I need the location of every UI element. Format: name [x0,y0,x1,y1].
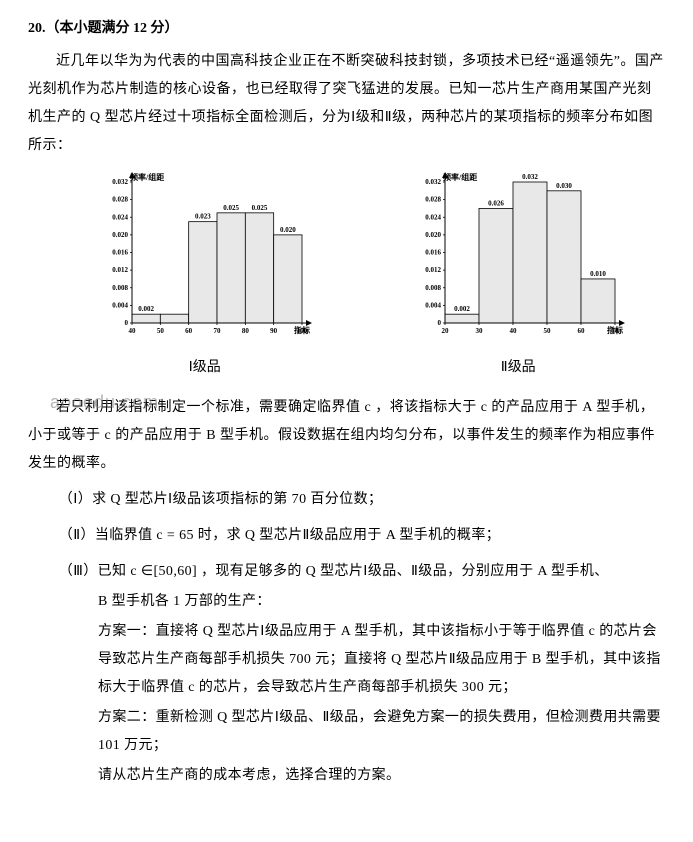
svg-text:指标: 指标 [607,325,623,335]
chart-1-caption: Ⅰ级品 [189,357,221,379]
svg-text:0.024: 0.024 [426,214,442,222]
svg-text:0.025: 0.025 [223,204,239,212]
charts-row: 0.002 0.023 0.025 0.025 0.020 0 0.004 0.008 0.01… [58,168,665,379]
svg-text:0.008: 0.008 [426,284,442,292]
chart-1: 0.002 0.023 0.025 0.025 0.020 0 0.004 0.008 0.01… [90,168,320,343]
svg-text:0.012: 0.012 [426,267,442,275]
chart-2: 0.002 0.026 0.032 0.030 0.010 0 0.004 0.008 0.01… [403,168,633,343]
svg-text:50: 50 [157,327,165,335]
svg-text:0.016: 0.016 [112,249,128,257]
sub-question-3-ask: 请从芯片生产商的成本考虑，选择合理的方案。 [98,762,665,790]
sub-question-3-plan2: 方案二：重新检测 Q 型芯片Ⅰ级品、Ⅱ级品，会避免方案一的损失费用，但检测费用共… [98,704,665,760]
sub-question-3-plan1: 方案一：直接将 Q 型芯片Ⅰ级品应用于 A 型手机，其中该指标小于等于临界值 c… [98,618,665,702]
chart-2-block: 0.002 0.026 0.032 0.030 0.010 0 0.004 0.008 0.01… [403,168,633,379]
svg-text:50: 50 [544,327,552,335]
sub-question-3-line1: （Ⅲ）已知 c ∈[50,60] ，现有足够多的 Q 型芯片Ⅰ级品、Ⅱ级品，分别… [59,558,665,586]
svg-text:0.020: 0.020 [426,231,442,239]
svg-text:0.002: 0.002 [138,306,154,314]
svg-text:0.028: 0.028 [426,196,442,204]
svg-text:0.008: 0.008 [112,284,128,292]
sub-question-2: （Ⅱ）当临界值 c = 65 时，求 Q 型芯片Ⅱ级品应用于 A 型手机的概率； [59,522,665,550]
svg-text:指标: 指标 [294,325,310,335]
svg-text:60: 60 [578,327,586,335]
svg-text:80: 80 [242,327,250,335]
watermark: aooedu.com [50,388,159,417]
chart-2-caption: Ⅱ级品 [501,357,536,379]
svg-text:0: 0 [438,319,442,327]
svg-text:0.024: 0.024 [112,214,128,222]
svg-text:0: 0 [124,319,128,327]
svg-text:0.012: 0.012 [112,267,128,275]
sub-question-3-line2: B 型手机各 1 万部的生产： [98,588,665,616]
svg-text:60: 60 [185,327,193,335]
sub-question-1: （Ⅰ）求 Q 型芯片Ⅰ级品该项指标的第 70 百分位数； [59,486,665,514]
svg-text:0.020: 0.020 [112,231,128,239]
svg-text:0.020: 0.020 [280,226,296,234]
svg-text:频率/组距: 频率/组距 [443,172,477,182]
chart-1-block: 0.002 0.023 0.025 0.025 0.020 0 0.004 0.008 0.01… [90,168,320,379]
svg-text:0.016: 0.016 [426,249,442,257]
svg-text:0.030: 0.030 [556,182,572,190]
svg-text:0.032: 0.032 [112,178,128,186]
svg-text:20: 20 [442,327,450,335]
svg-text:40: 40 [510,327,518,335]
svg-text:0.004: 0.004 [112,302,128,310]
svg-text:0.028: 0.028 [112,196,128,204]
svg-text:0.025: 0.025 [251,204,267,212]
svg-text:0.032: 0.032 [426,178,442,186]
svg-text:0.010: 0.010 [590,270,606,278]
question-number: 20.（本小题满分 12 分） [28,18,665,40]
svg-text:90: 90 [270,327,278,335]
intro-paragraph: 近几年以华为为代表的中国高科技企业正在不断突破科技封锁，多项技术已经“遥遥领先”… [28,48,665,160]
svg-text:0.032: 0.032 [522,173,538,181]
svg-text:频率/组距: 频率/组距 [130,172,164,182]
svg-text:30: 30 [476,327,484,335]
svg-text:0.026: 0.026 [488,200,504,208]
svg-text:70: 70 [213,327,221,335]
svg-text:0.002: 0.002 [454,306,470,314]
svg-text:0.023: 0.023 [195,213,211,221]
svg-text:0.004: 0.004 [426,302,442,310]
svg-text:40: 40 [128,327,136,335]
